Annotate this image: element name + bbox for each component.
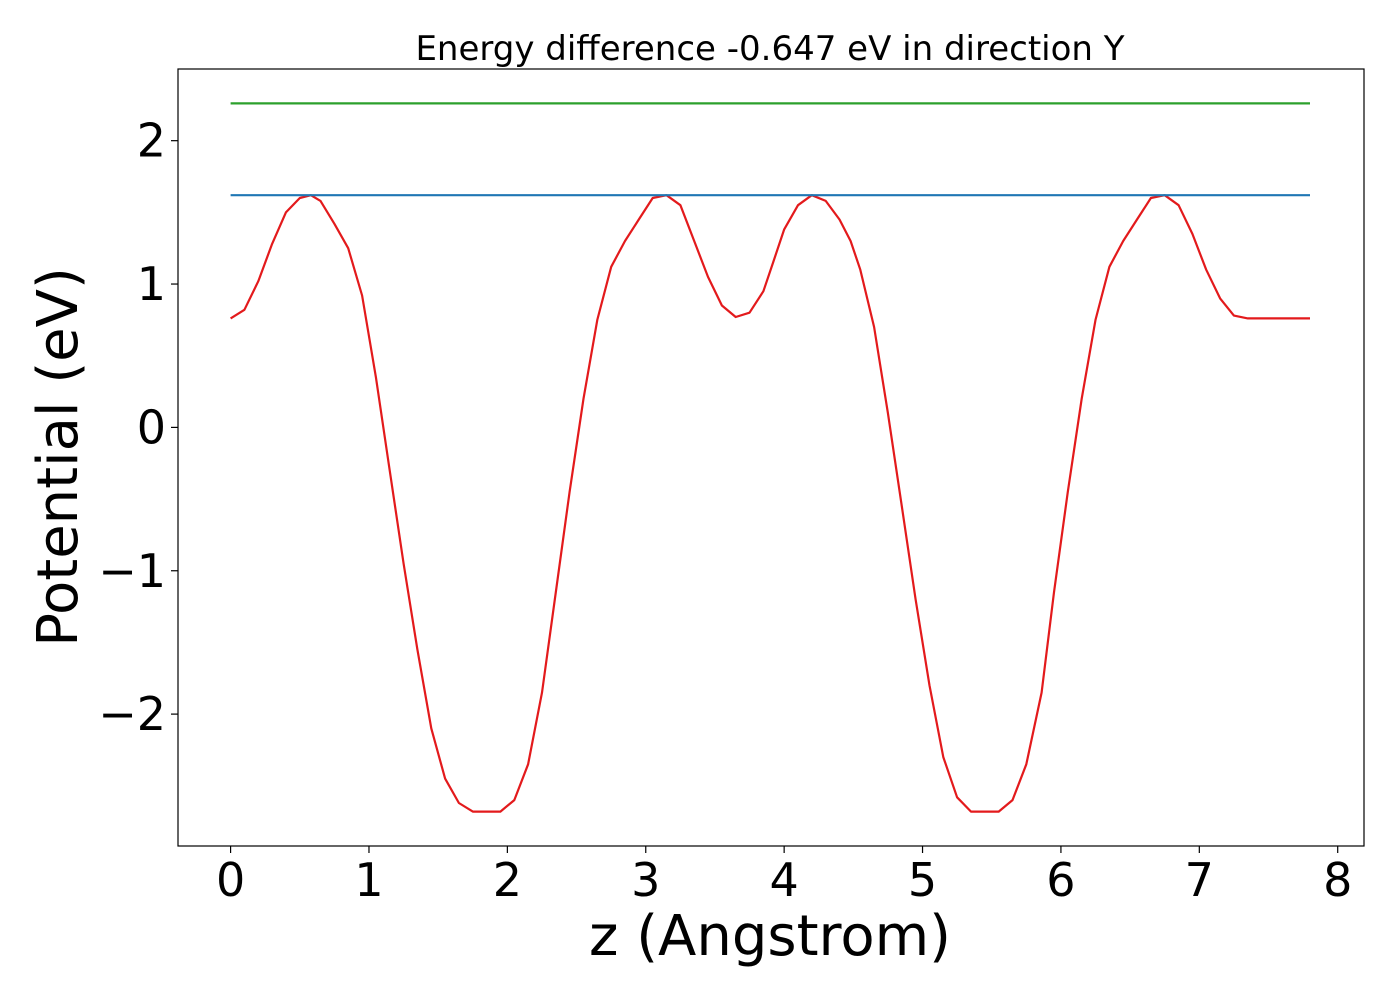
chart-title: Energy difference -0.647 eV in direction… bbox=[415, 29, 1124, 69]
y-tick-label: −1 bbox=[98, 544, 166, 598]
y-tick-label: 1 bbox=[137, 257, 166, 311]
x-tick-label: 2 bbox=[493, 853, 522, 907]
y-tick-label: 2 bbox=[137, 114, 166, 168]
series-line-0 bbox=[230, 194, 1310, 813]
y-axis: −2 −1 0 1 2 bbox=[98, 114, 178, 741]
x-tick-label: 1 bbox=[354, 853, 383, 907]
x-tick-label: 3 bbox=[631, 853, 660, 907]
y-axis-label: Potential (eV) bbox=[26, 267, 91, 647]
x-tick-label: 0 bbox=[216, 853, 245, 907]
x-axis-label: z (Angstrom) bbox=[589, 904, 951, 969]
series-layer bbox=[230, 102, 1310, 813]
y-tick-label: −2 bbox=[98, 687, 166, 741]
plot-area bbox=[177, 68, 1365, 847]
plot-frame bbox=[177, 68, 1365, 847]
x-tick-label: 7 bbox=[1185, 853, 1214, 907]
x-tick-label: 5 bbox=[908, 853, 937, 907]
y-tick-label: 0 bbox=[137, 400, 166, 454]
x-axis: 0 1 2 3 4 5 6 7 8 bbox=[216, 846, 1352, 907]
x-tick-label: 6 bbox=[1046, 853, 1075, 907]
x-tick-label: 4 bbox=[770, 853, 799, 907]
x-tick-label: 8 bbox=[1323, 853, 1352, 907]
